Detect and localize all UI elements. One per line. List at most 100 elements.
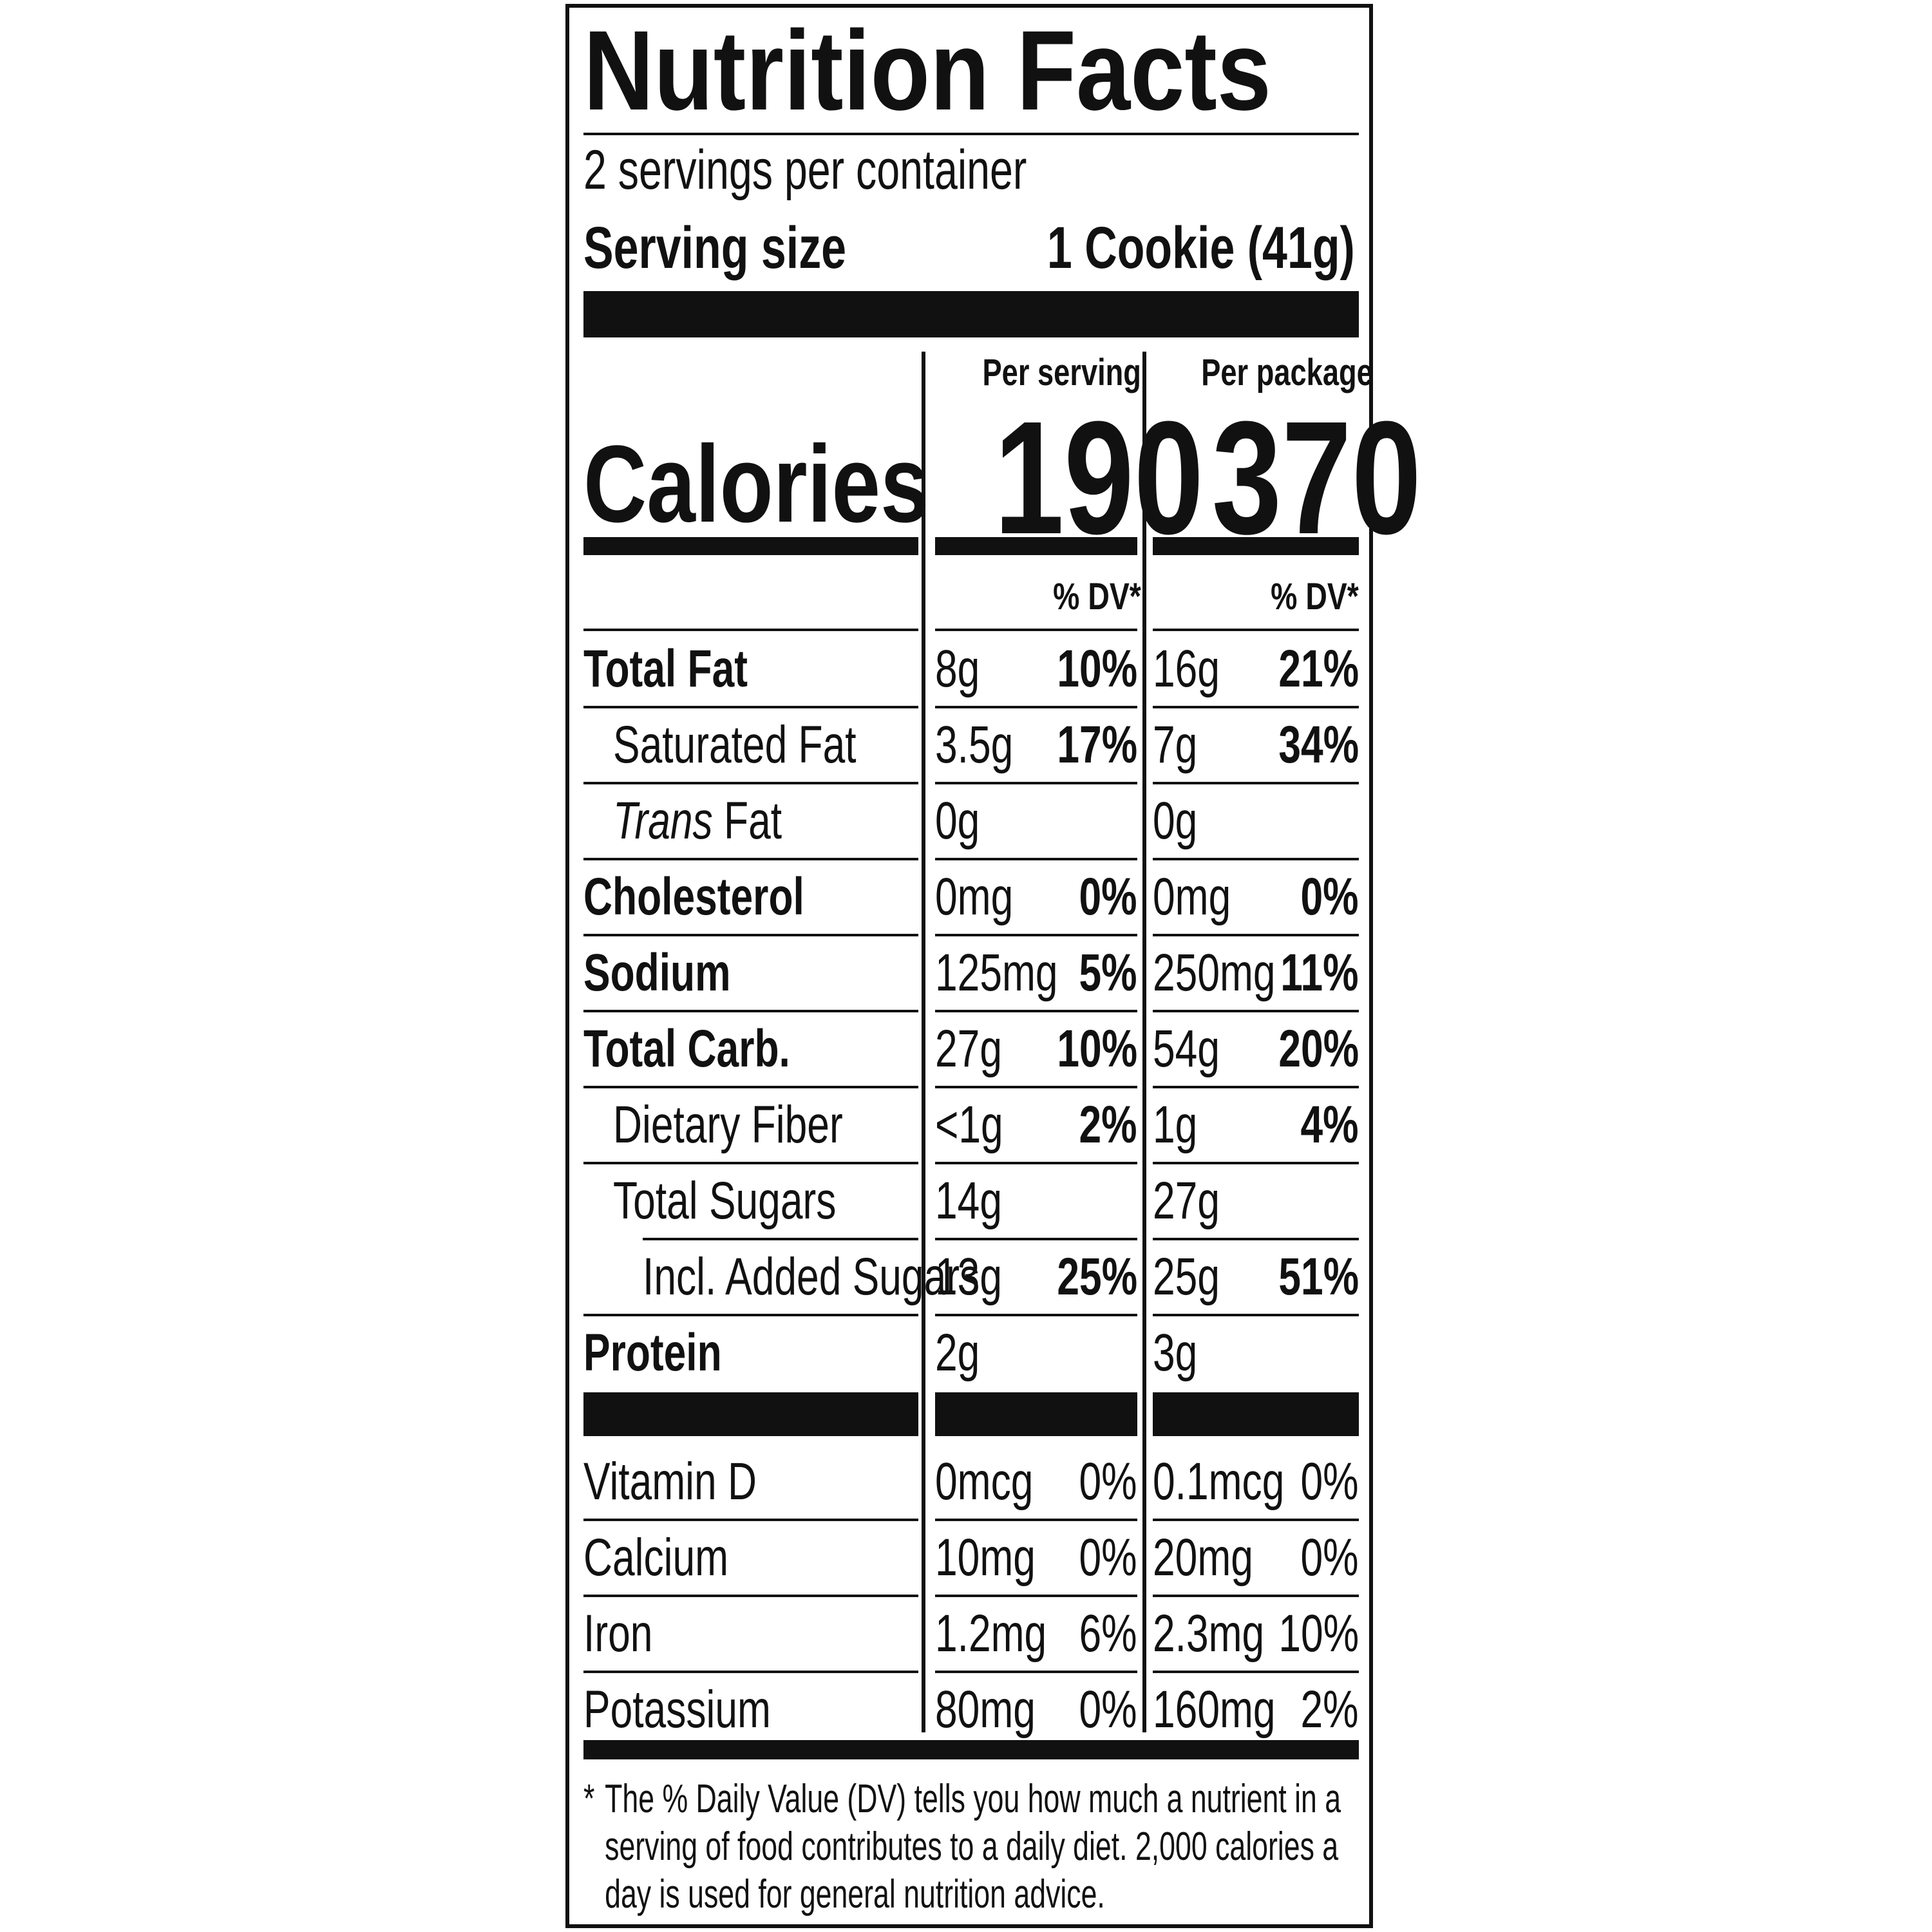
- vitamin-label-text: Potassium: [583, 1680, 771, 1739]
- row-divider: [583, 1162, 918, 1164]
- package-dv-text: 4%: [1300, 1095, 1359, 1154]
- package-dv-text: 11%: [1280, 943, 1359, 1002]
- serving-dv: 0%: [1009, 1444, 1137, 1520]
- serving-dv: 25%: [1009, 1239, 1137, 1315]
- package-dv-text: 21%: [1278, 639, 1359, 698]
- package-dv-text: 0%: [1300, 1528, 1359, 1587]
- serving-dv: 2%: [1009, 1087, 1137, 1163]
- nutrient-label-main: Incl. Added Sugars: [643, 1247, 980, 1306]
- calories-bar-package: [1153, 537, 1359, 555]
- row-divider: [1153, 706, 1359, 708]
- serving-dv-text: 0%: [1079, 867, 1137, 926]
- row-divider: [935, 1671, 1137, 1673]
- calories-label: Calories: [583, 423, 929, 545]
- package-dv: 10%: [1230, 1596, 1359, 1672]
- row-divider: [643, 1238, 918, 1240]
- serving-amount: 13g: [935, 1239, 1023, 1315]
- row-divider: [583, 629, 918, 631]
- row-divider: [935, 1314, 1137, 1316]
- package-amount-text: 0.1mcg: [1153, 1452, 1285, 1511]
- row-divider: [583, 1086, 918, 1088]
- serving-amount-text: 27g: [935, 1019, 1002, 1078]
- serving-amount: 27g: [935, 1011, 1023, 1087]
- package-dv-text: 34%: [1278, 715, 1359, 774]
- row-divider: [1153, 934, 1359, 936]
- package-dv: 51%: [1230, 1239, 1359, 1315]
- nutrient-row: Incl. Added Sugars 13g 25% 25g 51%: [569, 1239, 1369, 1315]
- column-divider-serving: [922, 352, 925, 1732]
- package-amount-text: 25g: [1153, 1247, 1220, 1306]
- title-divider: [583, 133, 1359, 135]
- row-divider: [583, 858, 918, 860]
- row-divider: [1153, 1314, 1359, 1316]
- row-divider: [583, 706, 918, 708]
- nutrient-row: Cholesterol 0mg 0% 0mg 0%: [569, 859, 1369, 935]
- serving-amount-text: 14g: [935, 1171, 1002, 1230]
- package-amount: 1g: [1153, 1087, 1211, 1163]
- nutrient-row: Saturated Fat 3.5g 17% 7g 34%: [569, 707, 1369, 783]
- serving-dv: 0%: [1009, 1520, 1137, 1596]
- nutrient-label-main: Protein: [583, 1323, 722, 1382]
- calories-bar-serving: [935, 537, 1137, 555]
- nutrient-label-text: Total Sugars: [613, 1163, 836, 1239]
- serving-amount-text: 10mg: [935, 1528, 1036, 1587]
- package-amount: 250mg: [1153, 935, 1314, 1011]
- row-divider: [935, 1010, 1137, 1012]
- nutrient-label-text: Sodium: [583, 935, 730, 1011]
- package-amount: 3g: [1153, 1315, 1211, 1391]
- package-dv-text: 0%: [1300, 1452, 1359, 1511]
- serving-dv: 6%: [1009, 1596, 1137, 1672]
- nutrient-row: Total Sugars 14g 27g: [569, 1163, 1369, 1239]
- row-divider: [935, 1519, 1137, 1521]
- serving-amount: 3.5g: [935, 707, 1038, 783]
- nutrient-label-main: Total Sugars: [613, 1171, 837, 1230]
- serving-dv: 5%: [1009, 935, 1137, 1011]
- package-amount: 54g: [1153, 1011, 1241, 1087]
- nutrient-label: Total Carb.: [583, 1011, 855, 1087]
- serving-size-label: Serving size: [583, 215, 847, 281]
- package-amount: 25g: [1153, 1239, 1241, 1315]
- row-divider: [935, 629, 1137, 631]
- package-amount-text: 7g: [1153, 715, 1198, 774]
- package-amount-text: 0g: [1153, 791, 1198, 850]
- serving-amount-text: 3.5g: [935, 715, 1014, 774]
- row-divider: [583, 1519, 918, 1521]
- nutrient-label-text: Saturated Fat: [613, 707, 857, 783]
- nutrition-facts-title: Nutrition Facts: [583, 8, 1271, 134]
- row-divider: [935, 1086, 1137, 1088]
- vitamin-label: Iron: [583, 1596, 674, 1672]
- serving-dv-text: 17%: [1057, 715, 1137, 774]
- footnote-marker: *: [583, 1777, 595, 1821]
- vitamin-row: Iron 1.2mg 6% 2.3mg 10%: [569, 1596, 1369, 1672]
- serving-amount: 10mg: [935, 1520, 1067, 1596]
- package-amount-text: 0mg: [1153, 867, 1231, 926]
- package-dv: 0%: [1230, 859, 1359, 935]
- thick-divider-vitamins: [583, 1392, 918, 1436]
- serving-dv-text: 0%: [1079, 1528, 1137, 1587]
- serving-amount: 8g: [935, 631, 994, 707]
- serving-amount: 0mg: [935, 859, 1038, 935]
- serving-amount-text: 0mg: [935, 867, 1014, 926]
- vitamin-label-text: Vitamin D: [583, 1452, 757, 1511]
- serving-dv-text: 0%: [1079, 1680, 1137, 1739]
- nutrient-row: Protein 2g 3g: [569, 1315, 1369, 1391]
- dv-header-serving: % DV*: [1053, 576, 1141, 618]
- serving-amount: 14g: [935, 1163, 1023, 1239]
- package-amount-text: 250mg: [1153, 943, 1276, 1002]
- row-divider: [1153, 1086, 1359, 1088]
- row-divider: [1153, 629, 1359, 631]
- row-divider: [1153, 1519, 1359, 1521]
- serving-size-value: 1 Cookie (41g): [1047, 215, 1355, 281]
- row-divider: [583, 1314, 918, 1316]
- row-divider: [1153, 1671, 1359, 1673]
- footnote-text: The % Daily Value (DV) tells you how muc…: [605, 1777, 1341, 1917]
- nutrient-label-text: Cholesterol: [583, 859, 804, 935]
- row-divider: [935, 858, 1137, 860]
- nutrient-label-main: Fat: [712, 791, 782, 850]
- serving-dv: 0%: [1009, 1672, 1137, 1748]
- servings-per-container: 2 servings per container: [583, 139, 1027, 201]
- serving-amount-text: 13g: [935, 1247, 1002, 1306]
- nutrient-label-text: Dietary Fiber: [613, 1087, 843, 1163]
- package-dv-text: 0%: [1300, 867, 1359, 926]
- nutrient-label: Cholesterol: [583, 859, 874, 935]
